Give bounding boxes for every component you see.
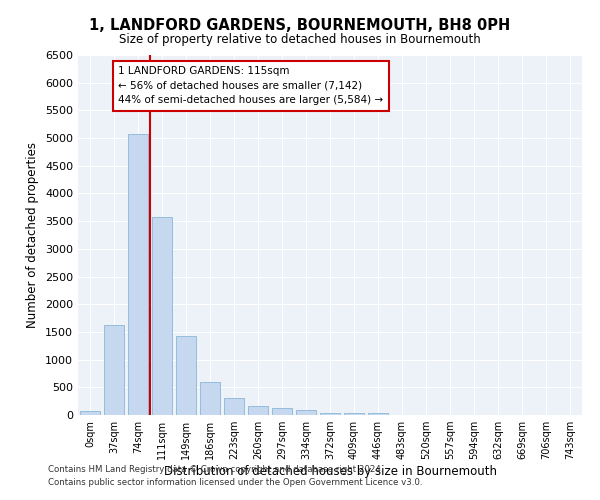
Bar — [296, 410, 316, 415]
Y-axis label: Number of detached properties: Number of detached properties — [26, 142, 40, 328]
Bar — [128, 134, 148, 415]
Bar — [176, 336, 196, 415]
Bar — [368, 412, 388, 415]
Bar — [272, 408, 292, 415]
Bar — [224, 398, 244, 415]
Bar — [152, 217, 172, 415]
Text: Contains public sector information licensed under the Open Government Licence v3: Contains public sector information licen… — [48, 478, 422, 487]
Bar — [104, 325, 124, 415]
X-axis label: Distribution of detached houses by size in Bournemouth: Distribution of detached houses by size … — [163, 465, 497, 478]
Bar — [200, 382, 220, 415]
Text: Size of property relative to detached houses in Bournemouth: Size of property relative to detached ho… — [119, 32, 481, 46]
Text: 1, LANDFORD GARDENS, BOURNEMOUTH, BH8 0PH: 1, LANDFORD GARDENS, BOURNEMOUTH, BH8 0P… — [89, 18, 511, 32]
Bar — [248, 406, 268, 415]
Bar — [344, 414, 364, 415]
Bar — [80, 411, 100, 415]
Text: Contains HM Land Registry data © Crown copyright and database right 2024.: Contains HM Land Registry data © Crown c… — [48, 466, 383, 474]
Text: 1 LANDFORD GARDENS: 115sqm
← 56% of detached houses are smaller (7,142)
44% of s: 1 LANDFORD GARDENS: 115sqm ← 56% of deta… — [118, 66, 383, 106]
Bar — [320, 412, 340, 415]
